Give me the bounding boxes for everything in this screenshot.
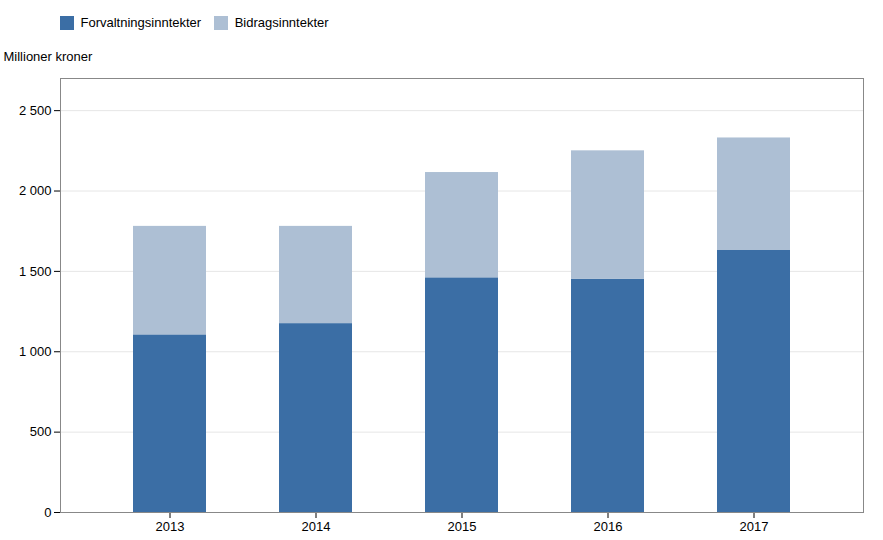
svg-text:2014: 2014 (302, 518, 331, 533)
svg-text:2 500: 2 500 (19, 102, 52, 117)
svg-text:Millioner kroner: Millioner kroner (4, 48, 94, 63)
svg-text:2017: 2017 (740, 518, 769, 533)
svg-text:2015: 2015 (448, 518, 477, 533)
html-text:Forvaltningsinntekter: Forvaltningsinntekter (80, 15, 202, 30)
svg-text:0: 0 (44, 504, 51, 519)
svg-text:500: 500 (30, 424, 52, 439)
svg-text:2016: 2016 (594, 518, 623, 533)
svg-text:1 000: 1 000 (19, 343, 52, 358)
svg-text:1 500: 1 500 (19, 263, 52, 278)
svg-text:2 000: 2 000 (19, 183, 52, 198)
html-text:Bidragsinntekter: Bidragsinntekter (234, 15, 329, 30)
svg-text:2013: 2013 (156, 518, 185, 533)
